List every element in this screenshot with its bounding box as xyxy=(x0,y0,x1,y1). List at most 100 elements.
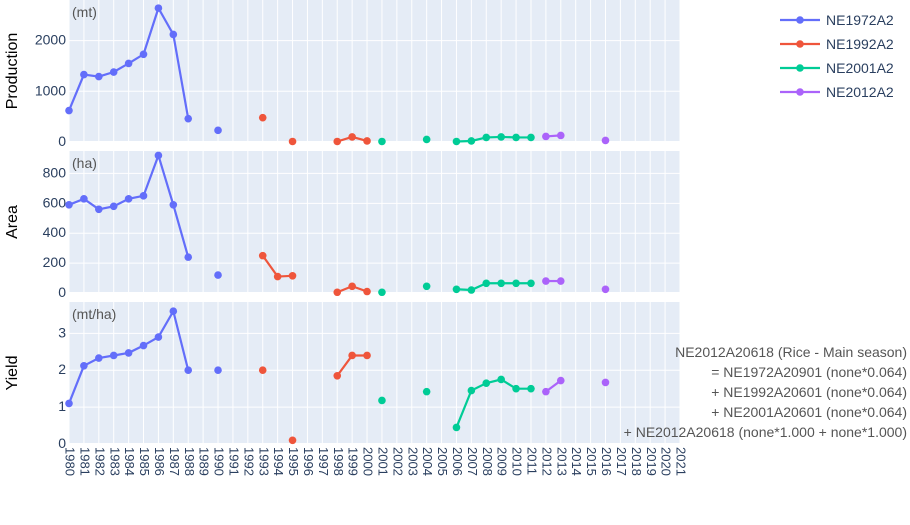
data-point xyxy=(452,137,461,146)
data-point xyxy=(184,114,193,123)
data-point xyxy=(527,279,535,288)
annotation-line-2: = NE1972A20901 (none*0.064) xyxy=(711,364,907,380)
data-point xyxy=(348,133,356,141)
data-point xyxy=(273,272,282,281)
data-point xyxy=(601,378,610,387)
data-point xyxy=(214,366,222,375)
data-point xyxy=(348,282,356,291)
y-tick-label: 3 xyxy=(58,324,66,340)
y-axis-title: Area xyxy=(4,205,21,239)
data-point xyxy=(95,205,103,214)
series-NE2001A2 xyxy=(378,375,535,432)
x-tick-label: 2007 xyxy=(465,447,480,476)
data-point xyxy=(169,201,178,209)
x-tick-label: 1990 xyxy=(212,447,227,476)
data-point xyxy=(601,136,610,145)
annotation-line-3: + NE1992A20601 (none*0.064) xyxy=(711,384,907,400)
data-point xyxy=(139,50,148,59)
data-point xyxy=(124,349,133,357)
data-point xyxy=(497,375,505,384)
series-NE2012A2 xyxy=(542,131,610,145)
data-point xyxy=(542,277,550,285)
y-tick-label: 1 xyxy=(58,398,66,414)
data-point xyxy=(378,396,386,405)
x-axis: 1980 1981 1982 1983 1984 1985 1986 1987 1988 1989… xyxy=(63,447,689,476)
y-tick-label: 2000 xyxy=(35,32,66,48)
annotation-line-4: + NE2001A20601 (none*0.064) xyxy=(711,404,907,420)
data-point xyxy=(482,279,491,288)
data-point xyxy=(542,387,550,396)
data-point xyxy=(258,113,267,122)
x-tick-label: 2004 xyxy=(420,447,435,476)
x-tick-label: 2019 xyxy=(644,447,659,476)
legend: NE1972A2 NE1992A2 NE2001A2 NE2012A2 xyxy=(780,12,894,100)
series-NE1972A2 xyxy=(65,151,222,279)
data-point xyxy=(154,4,163,12)
data-point xyxy=(154,333,163,341)
data-point xyxy=(556,277,565,285)
data-point xyxy=(378,137,386,146)
data-point xyxy=(214,271,222,279)
data-point xyxy=(288,272,297,280)
data-point xyxy=(527,133,535,142)
x-tick-label: 2021 xyxy=(674,447,689,476)
x-tick-label: 1988 xyxy=(182,447,197,476)
y-tick-label: 2 xyxy=(58,361,66,377)
data-point xyxy=(124,195,133,203)
series-NE2001A2 xyxy=(378,133,535,146)
data-point xyxy=(333,288,342,297)
x-tick-label: 1985 xyxy=(137,447,152,476)
data-point xyxy=(124,59,133,68)
data-point xyxy=(422,282,431,291)
panel-yield: 0 1 2 3 Yield (mt/ha) xyxy=(4,302,681,451)
data-point xyxy=(184,366,193,375)
data-point xyxy=(497,133,505,141)
x-tick-label: 2018 xyxy=(629,447,644,476)
legend-marker xyxy=(796,16,804,24)
y-tick-label: 400 xyxy=(43,224,67,240)
series-NE1972A2 xyxy=(65,307,222,408)
x-tick-label: 1991 xyxy=(226,447,241,476)
legend-item-NE1992A2: NE1992A2 xyxy=(780,36,894,52)
data-point xyxy=(363,287,371,296)
unit-label: (mt) xyxy=(72,4,97,20)
x-tick-label: 1999 xyxy=(346,447,361,476)
y-tick-label: 0 xyxy=(58,284,66,300)
x-tick-label: 2010 xyxy=(510,447,525,476)
data-point xyxy=(497,279,505,288)
x-tick-label: 2016 xyxy=(599,447,614,476)
data-point xyxy=(527,384,535,393)
series-NE2012A2 xyxy=(542,277,610,294)
data-point xyxy=(65,201,73,209)
x-tick-label: 2020 xyxy=(659,447,674,476)
x-tick-label: 1996 xyxy=(301,447,316,476)
x-tick-label: 2015 xyxy=(584,447,599,476)
data-point xyxy=(109,202,118,211)
plot-background xyxy=(69,151,680,293)
annotation-line-1: NE2012A20618 (Rice - Main season) xyxy=(675,344,907,360)
data-point xyxy=(333,137,342,146)
data-point xyxy=(139,192,148,200)
data-point xyxy=(348,351,356,360)
series-NE1992A2 xyxy=(258,251,371,297)
data-point xyxy=(109,351,118,360)
data-point xyxy=(422,135,431,144)
plot-background xyxy=(69,302,680,444)
x-tick-label: 1982 xyxy=(92,447,107,476)
data-point xyxy=(482,133,491,142)
data-point xyxy=(65,106,73,115)
y-tick-label: 0 xyxy=(58,133,66,149)
data-point xyxy=(467,286,476,294)
panel-production: 0 1000 2000 Production (mt) xyxy=(4,0,681,149)
panel-area: 0 200 400 600 800 Area (ha) xyxy=(4,151,681,300)
x-tick-label: 1997 xyxy=(316,447,331,476)
data-point xyxy=(95,354,103,362)
x-tick-label: 1994 xyxy=(271,447,286,476)
data-point xyxy=(258,251,267,260)
x-tick-label: 2011 xyxy=(525,447,540,475)
plot-background xyxy=(69,0,680,142)
data-point xyxy=(452,285,461,294)
data-point xyxy=(184,253,193,261)
x-tick-label: 2006 xyxy=(450,447,465,476)
series-NE2012A2 xyxy=(542,376,610,396)
